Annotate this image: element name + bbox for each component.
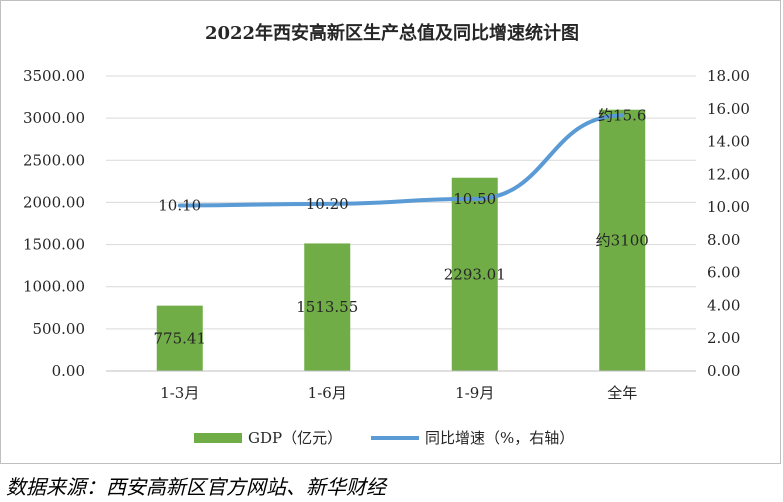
x-tick-label: 1-6月: [308, 384, 347, 402]
gridlines: [106, 75, 696, 330]
y-right-tick-label: 8.00: [707, 231, 740, 249]
growth-line: [177, 113, 625, 208]
line-data-label: 10.20: [306, 195, 349, 213]
legend: GDP（亿元） 同比增速（%，右轴）: [194, 429, 574, 447]
y-left-tick-label: 1000.00: [23, 278, 85, 296]
y-right-tick-label: 4.00: [707, 296, 740, 314]
chart-frame: 2022年西安高新区生产总值及同比增速统计图 0.00 500.00 1000.00…: [0, 0, 781, 464]
y-right-tick-label: 6.00: [707, 264, 740, 282]
growth-line-path: [177, 113, 625, 208]
y-left-tick-label: 500.00: [33, 320, 86, 338]
y-right-tick-label: 10.00: [707, 198, 750, 216]
gdp-bar: [304, 243, 351, 371]
line-data-label: 10.50: [453, 190, 496, 208]
bar-data-label: 775.41: [154, 329, 207, 347]
x-tick-label: 1-3月: [160, 384, 199, 402]
legend-swatch-bars: [194, 433, 242, 443]
gdp-bars: [156, 109, 646, 371]
y-left-tick-label: 2500.00: [23, 151, 85, 169]
gdp-bar: [599, 109, 646, 371]
bar-data-label: 1513.55: [296, 298, 358, 316]
y-left-tick-label: 2000.00: [23, 193, 85, 211]
x-tick-label: 1-9月: [455, 384, 494, 402]
y-right-tick-label: 16.00: [707, 100, 750, 118]
line-data-label: 约15.6: [598, 106, 646, 124]
line-data-label: 10.10: [158, 196, 201, 214]
y-right-tick-label: 18.00: [707, 67, 750, 85]
data-labels: 775.41 1513.55 2293.01 约3100 10.10 10.20 10.50…: [154, 106, 649, 347]
source-note: 数据来源：西安高新区官方网站、新华财经: [6, 475, 386, 499]
legend-label-bars: GDP（亿元）: [248, 429, 342, 447]
bar-data-label: 约3100: [596, 231, 649, 249]
bar-data-label: 2293.01: [444, 265, 506, 283]
y-left-tick-label: 0.00: [52, 362, 85, 380]
gdp-bar: [451, 177, 498, 371]
y-right-tick-label: 0.00: [707, 362, 740, 380]
y-left-tick-label: 1500.00: [23, 236, 85, 254]
y-right-tick-label: 2.00: [707, 329, 740, 347]
y-right-tick-label: 12.00: [707, 165, 750, 183]
x-tick-label: 全年: [607, 384, 637, 402]
y-right-tick-label: 14.00: [707, 133, 750, 151]
axes: 0.00 500.00 1000.00 1500.00 2000.00 2500.00 30…: [23, 67, 750, 402]
gdp-growth-chart: 2022年西安高新区生产总值及同比增速统计图 0.00 500.00 1000.00…: [23, 22, 750, 447]
legend-label-line: 同比增速（%，右轴）: [425, 429, 574, 447]
y-left-tick-label: 3500.00: [23, 67, 85, 85]
gdp-bar: [156, 305, 203, 371]
chart-title: 2022年西安高新区生产总值及同比增速统计图: [205, 22, 579, 44]
y-left-tick-label: 3000.00: [23, 109, 85, 127]
